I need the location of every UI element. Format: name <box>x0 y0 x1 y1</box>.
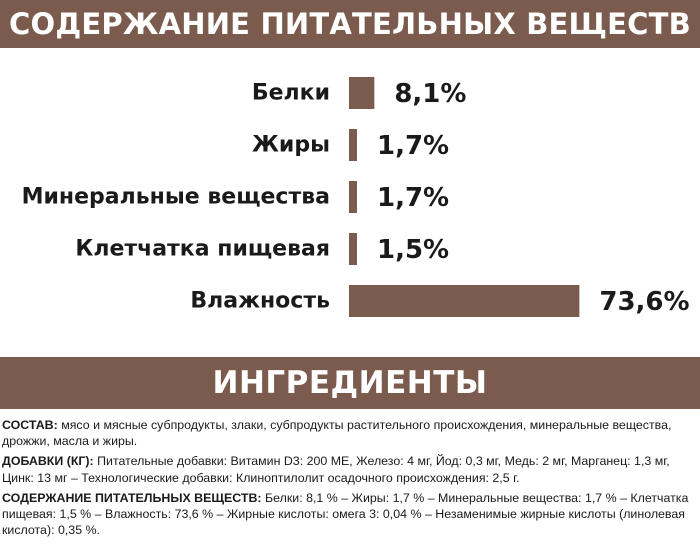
nutrients-label: СОДЕРЖАНИЕ ПИТАТЕЛЬНЫХ ВЕЩЕСТВ: <box>2 490 262 505</box>
nutrients-text: Белки: 8,1 % – Жиры: 1,7 % – Минеральные… <box>2 490 689 538</box>
category-label-row-2: Минеральные вещества <box>22 185 330 210</box>
nutrients-bar-chart: Белки 8,1% Жиры 1,7% Минеральные вещества 1,7… <box>22 77 690 317</box>
nutrients-banner: СОДЕРЖАНИЕ ПИТАТЕЛЬНЫХ ВЕЩЕСТВ <box>0 0 700 48</box>
value-label-row-3: 1,5% <box>377 235 449 265</box>
bar-row-4 <box>349 285 580 317</box>
composition-paragraph: СОСТАВ: мясо и мясные субпродукты, злаки… <box>2 417 692 449</box>
additives-paragraph: ДОБАВКИ (КГ): Питательные добавки: Витам… <box>2 453 692 485</box>
category-label-row-0: Белки <box>252 81 330 106</box>
bar-row-0 <box>349 77 375 109</box>
category-label-row-3: Клетчатка пищевая <box>75 237 330 262</box>
additives-label: ДОБАВКИ (КГ): <box>2 454 94 469</box>
value-label-row-2: 1,7% <box>377 183 449 213</box>
bar-row-3 <box>349 233 357 265</box>
value-label-row-0: 8,1% <box>394 79 466 109</box>
ingredients-banner: ИНГРЕДИЕНТЫ <box>0 357 700 409</box>
bar-row-1 <box>349 129 357 161</box>
additives-text: Питательные добавки: Витамин D3: 200 МЕ,… <box>2 454 670 485</box>
value-label-row-4: 73,6% <box>599 287 689 317</box>
ingredients-section: СОСТАВ: мясо и мясные субпродукты, злаки… <box>0 417 692 542</box>
nutrients-paragraph: СОДЕРЖАНИЕ ПИТАТЕЛЬНЫХ ВЕЩЕСТВ: Белки: 8… <box>2 490 692 539</box>
category-label-row-1: Жиры <box>252 133 330 158</box>
composition-text: мясо и мясные субпродукты, злаки, субпро… <box>2 418 672 449</box>
category-label-row-4: Влажность <box>190 289 330 314</box>
bar-row-2 <box>349 181 357 213</box>
value-label-row-1: 1,7% <box>377 131 449 161</box>
composition-label: СОСТАВ: <box>2 418 58 432</box>
